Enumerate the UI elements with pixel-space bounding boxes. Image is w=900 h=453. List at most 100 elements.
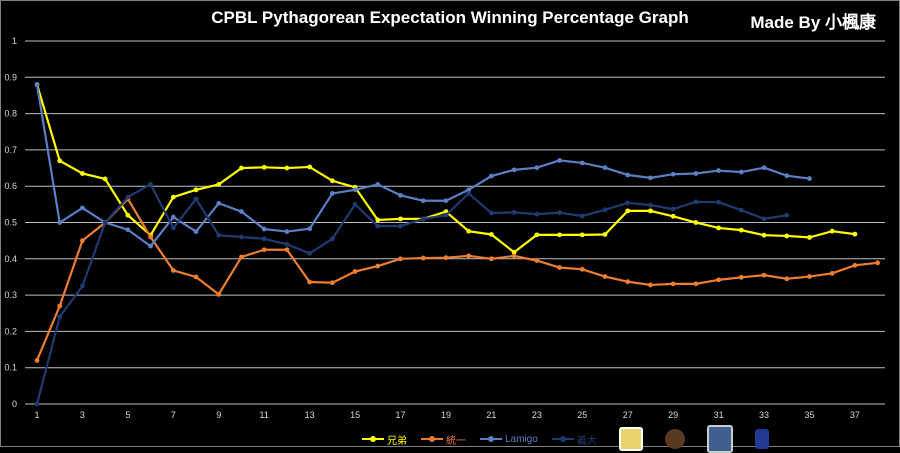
data-point [738,274,744,280]
data-point [307,164,313,170]
data-point [216,232,222,238]
data-point [329,236,335,242]
y-tick-label: 1 [12,36,17,46]
x-tick-label: 21 [486,410,496,420]
data-point [193,274,199,280]
data-point [284,241,290,247]
x-tick-label: 35 [804,410,814,420]
data-point [534,211,540,217]
x-tick-label: 27 [623,410,633,420]
data-point [716,225,721,231]
data-point [398,192,403,198]
data-point [738,207,744,213]
data-point [80,238,85,244]
legend-swatch [480,436,502,442]
data-point [693,220,699,225]
legend-item-lamigo: Lamigo [480,434,538,445]
legend-label: 義大 [576,435,597,447]
legend-swatch [421,436,443,442]
data-point [807,274,812,279]
data-point [148,234,154,240]
legend-swatch [362,436,384,442]
data-point [284,165,290,171]
data-point [57,314,63,320]
brothers-logo-icon [618,427,643,451]
data-point [216,200,222,206]
data-point [670,171,676,177]
data-point [466,187,472,193]
x-tick-label: 9 [216,410,221,420]
lamigo-logo-icon [706,425,733,453]
rhinos-logo-icon [754,429,769,449]
data-point [261,164,267,170]
data-point [443,198,449,204]
data-point [307,279,313,285]
data-point [284,247,290,253]
y-tick-label: 0.7 [4,145,17,155]
x-tick-label: 19 [441,410,451,420]
data-point [648,202,653,208]
x-tick-label: 11 [260,410,269,420]
data-point [398,256,403,262]
data-point [579,266,585,272]
data-point [511,253,517,259]
data-point [102,176,108,182]
data-point [602,207,608,213]
x-tick-label: 37 [850,410,860,420]
data-point [625,208,631,214]
data-point [170,194,176,200]
data-point [466,253,472,259]
data-point [57,220,63,225]
data-point [693,281,699,287]
y-tick-label: 0 [12,399,17,409]
data-point [329,178,335,184]
data-point [625,172,631,178]
data-point [170,225,176,231]
x-tick-label: 23 [532,410,542,420]
x-tick-label: 17 [396,410,406,420]
data-point [489,256,494,262]
data-point [170,268,176,273]
data-point [80,171,85,176]
series-line-3 [35,182,787,405]
data-point [57,158,63,164]
data-point [420,255,426,261]
data-point [693,199,699,205]
data-point [261,226,267,232]
data-point [102,220,108,225]
x-tick-label: 5 [125,410,130,420]
data-point [579,160,585,166]
data-point [670,281,676,287]
data-point [352,201,358,207]
data-point [784,276,790,282]
data-point [852,262,858,268]
data-point [489,173,494,179]
x-tick-label: 7 [171,410,176,420]
data-point [148,243,154,249]
lions-logo-icon [664,429,685,449]
data-point [534,258,540,264]
data-point [738,169,744,175]
y-tick-label: 0.4 [4,254,17,264]
data-point [489,232,494,237]
data-point [875,260,881,266]
series-line-0 [35,84,856,254]
data-point [239,254,244,260]
data-point [625,200,631,206]
data-point [352,187,358,193]
data-point [716,199,721,205]
y-tick-label: 0.1 [4,363,17,373]
data-point [602,274,608,279]
data-point [57,303,63,309]
data-point [466,191,472,196]
data-point [784,233,790,239]
data-point [557,265,562,270]
legend-label: 兄弟 [387,435,407,447]
data-point [602,232,608,237]
data-point [125,212,131,218]
y-tick-label: 0.3 [4,290,17,300]
y-tick-label: 0.8 [4,109,17,119]
data-point [80,283,85,289]
data-point [761,216,767,222]
y-tick-label: 0.5 [4,218,17,228]
